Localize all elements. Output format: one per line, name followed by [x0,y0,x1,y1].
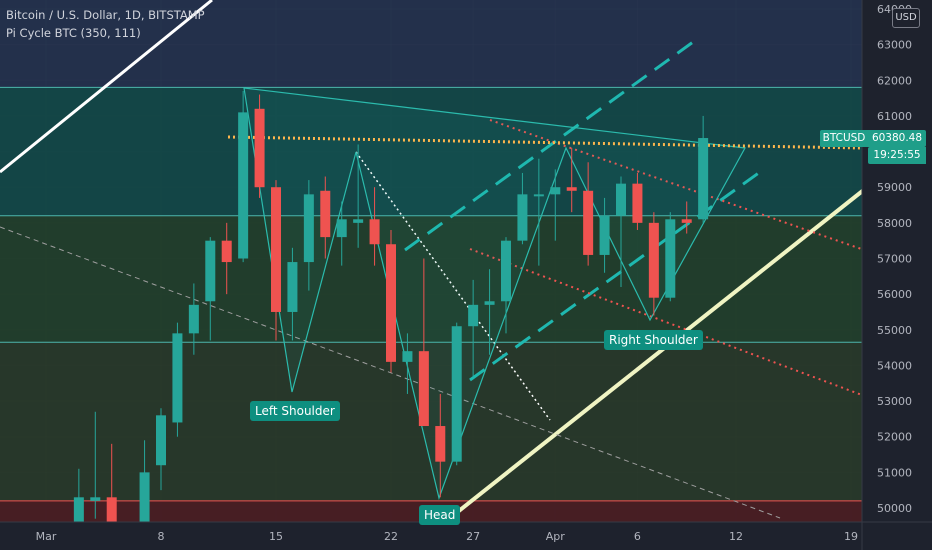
left-shoulder-label[interactable]: Left Shoulder [250,401,340,421]
y-tick-label: 52000 [877,431,912,444]
candle-body [205,240,216,302]
candlestick-series [73,90,709,530]
y-tick-label: 59000 [877,181,912,194]
candle-body [188,304,199,334]
x-tick-label: 6 [634,530,641,543]
y-tick-label: 55000 [877,324,912,337]
candle-body [73,497,84,523]
x-tick-label: 22 [384,530,398,543]
candle-body [648,222,659,298]
candle-body [303,194,314,263]
candle-body [418,351,429,427]
candle-body [435,426,446,462]
candle-countdown-label: 19:25:55 [868,147,926,164]
candle-body [254,108,265,188]
y-tick-label: 62000 [877,74,912,87]
price-axis-panel [862,0,932,550]
time-axis-panel [0,522,932,550]
white-dotted-line [355,151,551,421]
candle-body [517,194,528,241]
candle-body [90,497,101,501]
head-label[interactable]: Head [419,505,461,525]
x-tick-label: Mar [36,530,57,543]
candle-body [369,219,380,245]
candle-body [336,219,347,238]
candle-body [550,187,561,195]
x-tick-label: Apr [546,530,566,543]
x-tick-label: 8 [158,530,165,543]
candle-body [451,326,462,462]
candle-body [484,301,495,305]
x-tick-label: 15 [269,530,283,543]
candle-body [156,415,166,466]
indicator-title[interactable]: Pi Cycle BTC (350, 111) [6,26,141,40]
candle-body [501,240,511,302]
lower-channel-line [469,170,761,382]
x-tick-label: 27 [466,530,480,543]
price-zones [0,0,862,522]
right-shoulder-label[interactable]: Right Shoulder [604,330,703,350]
resistance-zone [0,87,862,216]
candle-body [681,219,692,223]
candle-body [106,497,117,526]
candle-body [172,333,183,423]
candle-body [386,244,396,362]
last-price-label: 60380.48 [868,130,926,147]
x-tick-label: 19 [844,530,858,543]
chart-legend: Bitcoin / U.S. Dollar, 1D, BITSTAMP Pi C… [6,6,205,42]
candle-body [238,112,249,259]
candle-body [665,219,676,298]
candle-body [353,219,364,223]
gray-dashed-trend [0,226,781,519]
candle-body [599,215,610,255]
currency-badge[interactable]: USD [892,8,920,28]
y-tick-label: 61000 [877,110,912,123]
symbol-price-label: BTCUSD [820,130,868,147]
candle-body [139,472,150,526]
y-tick-label: 54000 [877,359,912,372]
y-tick-label: 56000 [877,288,912,301]
y-tick-label: 50000 [877,502,912,515]
middle-zone [0,215,862,343]
upper-trend-line [0,0,213,174]
upper-zone [0,0,862,88]
y-tick-label: 58000 [877,217,912,230]
candle-body [320,190,331,238]
candle-body [533,194,544,197]
candle-body [402,351,413,362]
candle-body [566,187,577,191]
x-tick-label: 12 [729,530,743,543]
candle-body [221,240,232,263]
candle-body [632,183,643,223]
candle-body [698,138,709,220]
y-tick-label: 63000 [877,39,912,52]
last-price-line [227,135,863,150]
symbol-title: Bitcoin / U.S. Dollar, 1D, BITSTAMP [6,8,205,22]
candle-body [287,262,298,312]
red-dotted-lower [469,248,871,399]
candle-body [583,190,594,255]
y-tick-label: 51000 [877,466,912,479]
candle-body [271,187,281,312]
candle-body [616,183,626,216]
candle-body [468,304,479,327]
y-tick-label: 57000 [877,253,912,266]
y-tick-label: 53000 [877,395,912,408]
upper-channel-line [404,35,701,252]
